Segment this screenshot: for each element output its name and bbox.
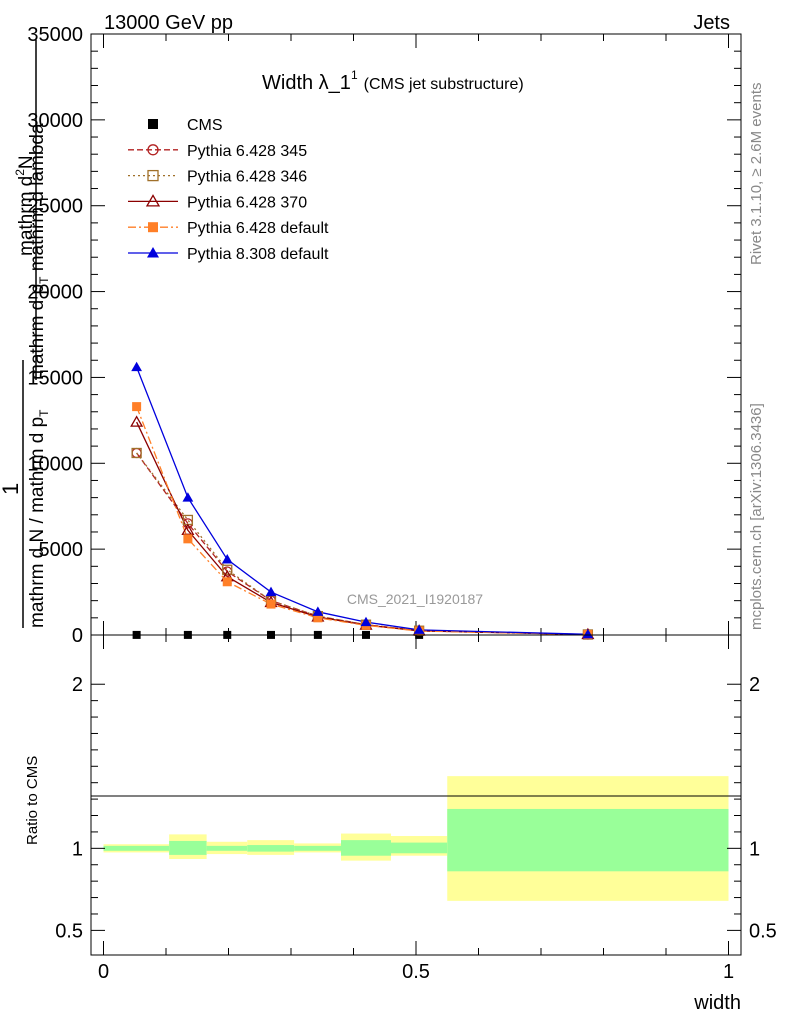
ratio-band-inner [294,845,341,851]
svg-text:mathrm d pT mathrm d lambda: mathrm d pT mathrm d lambda [27,123,51,380]
plot-title: Width λ_11 (CMS jet substructure) [262,68,524,94]
main-ytick-label: 5000 [39,539,84,561]
ratio-ytick-label-right: 1 [749,838,760,860]
legend-marker-p370 [145,194,161,207]
legend-marker-cms [148,119,158,129]
ratio-band-inner [447,808,729,872]
data-point-p6def [266,599,276,609]
data-point-p6def [222,577,232,587]
main-ytick-label: 20000 [27,282,83,304]
main-ytick-label: 30000 [27,110,83,132]
header-left: 13000 GeV pp [104,12,233,34]
ratio-band-inner [103,845,170,851]
ratio-ytick-label-right: 0.5 [749,920,777,942]
ylabel-rhs-num: mathrm d [16,176,37,256]
main-ytick-label: 10000 [27,453,83,475]
data-point-p346 [222,564,233,575]
legend-label-p8def: Pythia 8.308 default [187,246,329,263]
data-point-p8def [265,586,277,597]
mcplots-label: mcplots.cern.ch [arXiv:1306.3436] [748,403,765,630]
data-point-p8def [182,492,194,502]
ratio-panel: 0.5 0.5 1 1 2 2 0 0.5 1 [55,634,777,983]
title-main: Width λ_1 [262,72,351,94]
x-axis-label: width [693,992,741,1014]
data-point-p8def [582,628,594,639]
svg-text:mathrm d2N: mathrm d2N [13,155,37,256]
main-ticks: 0 5000 10000 15000 20000 25000 30000 35000 [27,24,741,647]
ylabel-den: mathrm d N / mathrm d p [27,417,48,628]
watermark: CMS_2021_I1920187 [347,591,483,607]
ylabel-rhs-den-sub: T [37,276,51,284]
data-point-p6def [313,613,323,623]
ratio-band-inner [391,842,448,854]
main-ytick-label: 15000 [27,367,83,389]
title-sub: (CMS jet substructure) [364,76,524,93]
data-point-p8def [312,606,324,616]
legend-marker-p6def [148,222,158,233]
legend-marker-p8def [147,247,159,258]
ratio-ytick-label: 1 [72,838,83,860]
ratio-ytick-label: 0.5 [55,920,83,942]
rivet-label: Rivet 3.1.10, ≥ 2.6M events [748,83,765,266]
main-ytick-label: 0 [72,625,83,647]
ratio-ytick-label: 2 [72,674,83,696]
series-line-p6def [136,406,588,636]
ratio-ticks: 0.5 0.5 1 1 2 2 0 0.5 1 [55,635,777,983]
ratio-xtick-label: 0 [98,961,109,983]
svg-text:1: 1 [0,483,23,495]
legend-label-p346: Pythia 6.428 346 [187,169,307,186]
header-right: Jets [693,12,730,34]
ratio-bands [103,776,729,901]
ratio-frame [90,634,742,956]
data-point-p6def [183,534,193,544]
main-ytick-label: 35000 [27,24,83,46]
main-ytick-label: 25000 [27,196,83,218]
ratio-ytick-label-right: 2 [749,674,760,696]
legend-label-p370: Pythia 6.428 370 [187,194,307,211]
ratio-band-inner [341,840,391,856]
data-point-p370 [130,415,144,427]
series-line-p346 [136,452,588,636]
data-point-p8def [221,554,233,564]
legend-label-cms: CMS [187,117,223,134]
ylabel-rhs-den-tail: mathrm d lambda [27,123,48,277]
data-point-p6def [132,402,142,412]
svg-text:Width λ_11(CMS jet substructur: Width λ_11 (CMS jet substructure) [262,68,524,94]
svg-text:mathrm d N / mathrm d pT: mathrm d N / mathrm d pT [27,409,51,628]
legend-label-p345: Pythia 6.428 345 [187,143,307,160]
ratio-ylabel: Ratio to CMS [24,756,41,845]
ratio-xtick-label: 1 [723,961,734,983]
data-point-p8def [413,624,425,634]
ratio-band-inner [206,845,248,851]
data-point-p8def [360,616,372,627]
ratio-xtick-label: 0.5 [402,961,430,983]
legend-marker-p345 [147,144,159,156]
ylabel-rhs-num-tail: N [16,155,37,169]
main-series-markers [130,361,595,640]
series-line-p8def [136,366,588,635]
series-line-p345 [136,452,588,636]
main-series-lines [136,366,588,636]
ylabel-num-prefix: 1 [0,483,23,495]
ylabel-den-sub: T [37,409,51,417]
ratio-band-inner [169,840,207,855]
data-point-p370 [181,523,195,535]
legend-label-p6def: Pythia 6.428 default [187,220,329,237]
data-point-p346 [131,447,142,459]
ratio-band-inner [247,845,295,852]
title-sup: 1 [351,68,358,82]
ylabel-rhs-num-sup: 2 [13,169,27,176]
data-point-p8def [131,361,143,372]
legend: CMS Pythia 6.428 345 Pythia 6.428 346 Pythi… [128,117,329,263]
main-panel: 0 5000 10000 15000 20000 25000 30000 35000 CMS_… [27,24,742,647]
ylabel-rhs-den: mathrm d p [27,284,48,380]
main-ylabel: 1 mathrm d N / mathrm d pT mathrm d2N ma… [0,40,51,628]
legend-marker-p346 [147,169,159,182]
